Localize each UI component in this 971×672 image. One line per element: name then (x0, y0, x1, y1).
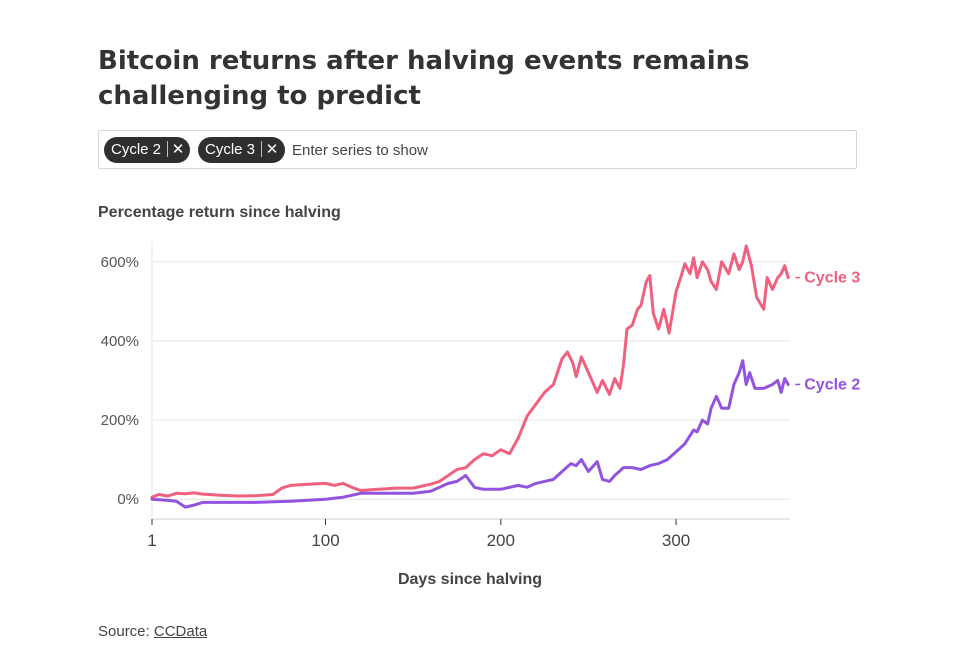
source-note: Source: CCData (98, 623, 207, 640)
series-search-input[interactable] (292, 138, 692, 162)
x-tick-label: 300 (662, 531, 690, 550)
series-filter[interactable]: Cycle 2 ✕ Cycle 3 ✕ (98, 130, 857, 169)
y-tick-label: 600% (101, 254, 139, 271)
chart-title: Bitcoin returns after halving events rem… (98, 46, 750, 111)
series-end-labels: Cycle 3 Cycle 2 (795, 270, 860, 393)
source-prefix: Source: (98, 623, 150, 640)
close-icon[interactable]: ✕ (265, 141, 279, 158)
chip-label: Cycle 3 (205, 141, 256, 158)
series-lines (150, 244, 790, 509)
y-tick-label: 200% (101, 412, 139, 429)
end-label-cycle-2: Cycle 2 (804, 376, 860, 393)
chip-cycle-3: Cycle 3 ✕ (198, 137, 285, 163)
series-line-cycle-3 (150, 244, 790, 499)
x-tick-label: 100 (311, 531, 339, 550)
gridlines (152, 261, 790, 500)
y-tick-label: 0% (117, 491, 139, 508)
chip-divider (261, 141, 263, 158)
y-tick-label: 400% (101, 333, 139, 350)
close-icon[interactable]: ✕ (171, 141, 185, 158)
y-axis-label: Percentage return since halving (98, 204, 341, 221)
x-axis-label: Days since halving (397, 571, 543, 588)
chip-label: Cycle 2 (111, 141, 162, 158)
y-tick-labels: 0% 200% 400% 600% (101, 254, 139, 508)
series-line-cycle-2 (150, 359, 790, 509)
x-tick-label: 200 (487, 531, 515, 550)
chip-cycle-2: Cycle 2 ✕ (104, 137, 190, 163)
chip-divider (167, 141, 169, 158)
x-axis: 1 100 200 300 (147, 242, 790, 550)
source-link[interactable]: CCData (153, 623, 208, 640)
x-tick-label: 1 (147, 531, 156, 550)
end-label-cycle-3: Cycle 3 (804, 270, 860, 287)
